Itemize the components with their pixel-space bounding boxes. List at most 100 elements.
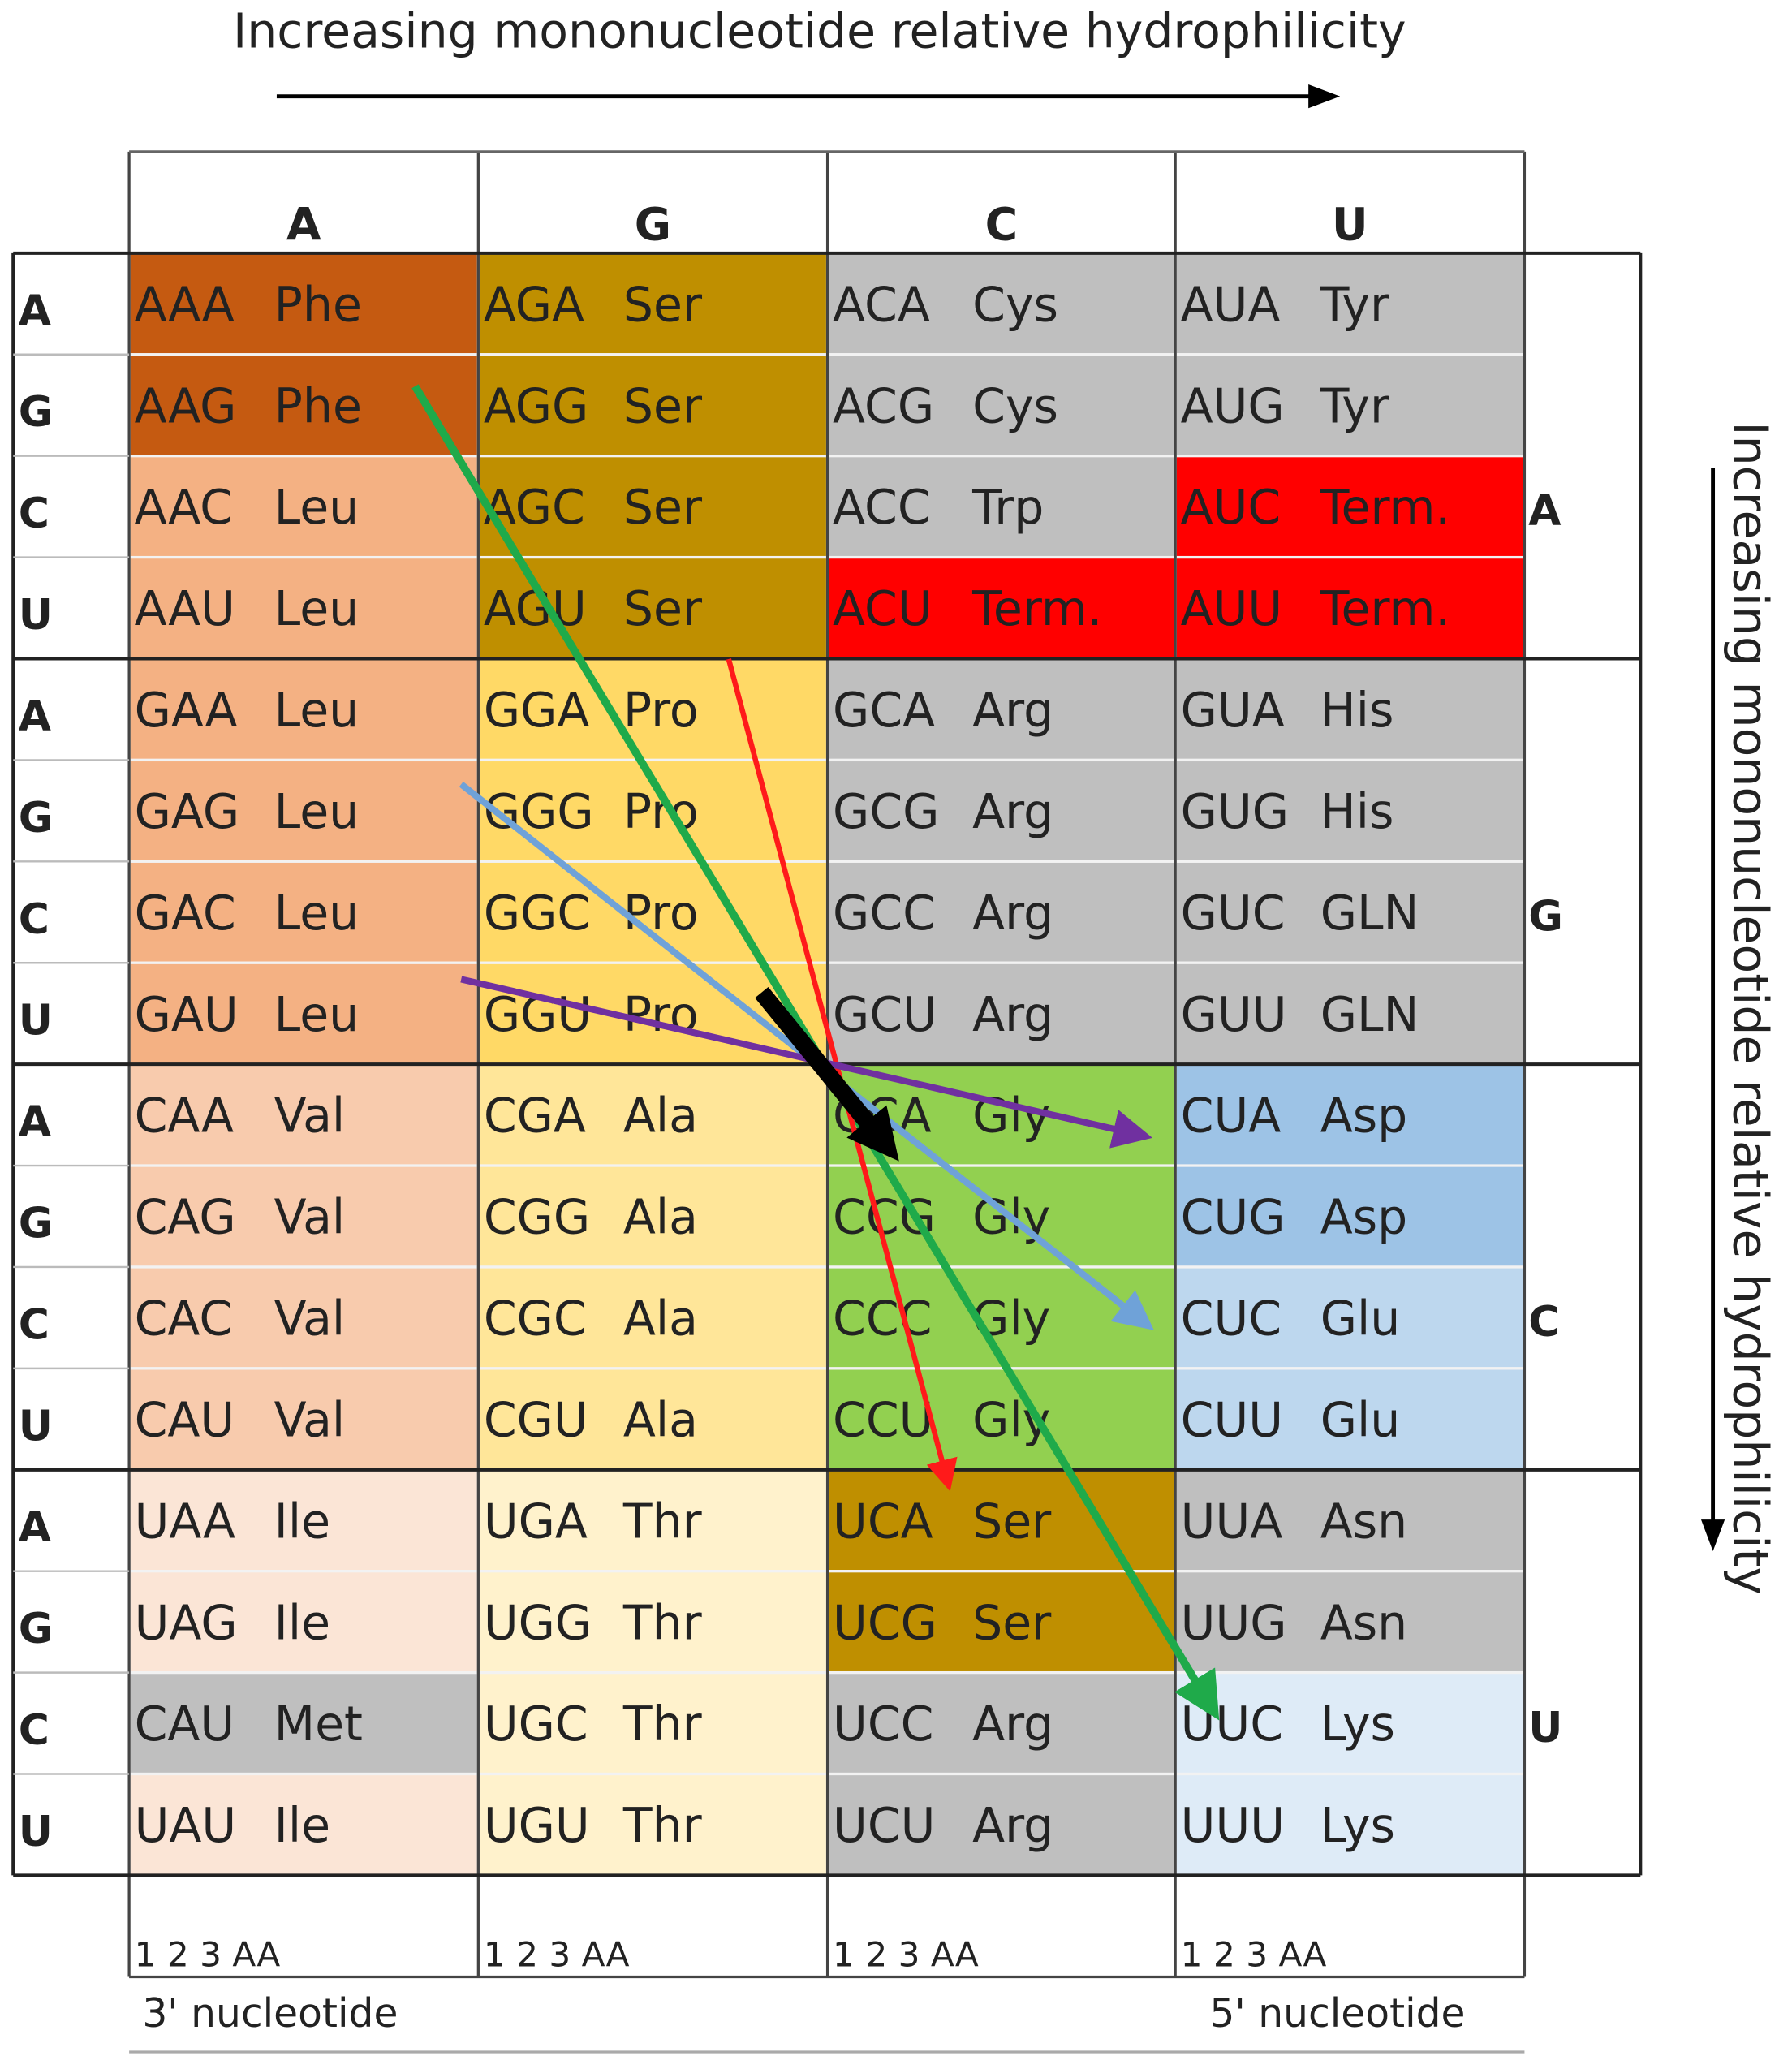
- codon: CCC: [833, 1291, 932, 1347]
- codon: GCA: [833, 683, 935, 738]
- cell: [1174, 1062, 1527, 1167]
- amino-acid: Ser: [623, 581, 703, 636]
- amino-acid: Met: [274, 1696, 363, 1752]
- amino-acid: Thr: [622, 1494, 703, 1549]
- cell: [825, 455, 1177, 559]
- amino-acid: Glu: [1320, 1392, 1401, 1447]
- amino-acid: Trp: [971, 480, 1044, 535]
- codon: AAG: [135, 378, 237, 433]
- cell: [127, 555, 480, 661]
- amino-acid: Leu: [274, 784, 360, 839]
- cell: [825, 860, 1177, 964]
- amino-acid: Ser: [623, 480, 703, 535]
- cell: [127, 1164, 480, 1269]
- arrows: [411, 384, 1220, 1721]
- footer-label: 1 2 3 AA: [484, 1934, 630, 1974]
- amino-acid: Leu: [274, 886, 360, 941]
- amino-acid: Asp: [1320, 1088, 1408, 1144]
- codon: CUA: [1181, 1088, 1282, 1144]
- amino-acid: Ala: [623, 1088, 698, 1144]
- cell: [476, 252, 829, 356]
- amino-acid: Ser: [623, 277, 703, 332]
- amino-acid: Term.: [971, 581, 1102, 636]
- footer-label: 1 2 3 AA: [135, 1934, 281, 1974]
- codon: GAC: [135, 886, 236, 941]
- codon: ACC: [833, 480, 931, 535]
- codon: UGC: [484, 1696, 588, 1752]
- codon: AUU: [1181, 581, 1283, 636]
- row-label: C: [19, 489, 50, 538]
- cell: [1174, 1367, 1527, 1472]
- codon: CAA: [135, 1088, 234, 1144]
- amino-acid: Val: [274, 1291, 346, 1347]
- codon: GAA: [135, 683, 238, 738]
- amino-acid: Ser: [972, 1595, 1052, 1650]
- codon: UGA: [484, 1494, 588, 1549]
- amino-acid: Term.: [1320, 480, 1450, 535]
- codon: CGA: [484, 1088, 586, 1144]
- codon: GGA: [484, 683, 590, 738]
- codon: GCU: [833, 987, 937, 1042]
- codon: AUG: [1181, 378, 1285, 433]
- amino-acid: Val: [274, 1088, 346, 1144]
- codon: CUC: [1181, 1291, 1282, 1347]
- codon: CGC: [484, 1291, 587, 1347]
- cell: [127, 1367, 480, 1472]
- cell: [127, 1670, 480, 1776]
- amino-acid: Phe: [274, 277, 362, 332]
- amino-acid: Arg: [972, 1696, 1053, 1752]
- cell: [1174, 555, 1527, 661]
- amino-acid: Arg: [972, 683, 1053, 738]
- cell: [476, 1367, 829, 1472]
- group-label: U: [1528, 1704, 1562, 1752]
- amino-acid: Tyr: [1320, 277, 1390, 332]
- amino-acid: Asp: [1320, 1190, 1408, 1245]
- amino-acid: Ala: [623, 1392, 698, 1447]
- cell: [476, 1468, 829, 1573]
- amino-acid: Ile: [274, 1494, 330, 1549]
- codon: CAC: [135, 1291, 233, 1347]
- amino-acid: Thr: [622, 1595, 703, 1650]
- cell: [825, 961, 1177, 1066]
- amino-acid: Val: [274, 1392, 346, 1447]
- cell: [1174, 1772, 1527, 1877]
- codon: GGG: [484, 784, 594, 839]
- amino-acid: Thr: [622, 1696, 703, 1752]
- codon: CUU: [1181, 1392, 1283, 1447]
- cell: [1174, 1570, 1527, 1675]
- row-label: G: [19, 388, 54, 437]
- row-label: C: [19, 1706, 50, 1755]
- column-header: A: [286, 200, 321, 252]
- amino-acid: Ile: [274, 1595, 330, 1650]
- row-label: A: [19, 1503, 51, 1552]
- footnote: 5' nucleotide: [1209, 1991, 1465, 2037]
- codon: CAG: [135, 1190, 236, 1245]
- codon: GUA: [1181, 683, 1285, 738]
- codon: AAC: [135, 480, 233, 535]
- amino-acid: Arg: [972, 886, 1053, 941]
- cell: [127, 353, 480, 458]
- amino-acid: Asn: [1320, 1494, 1407, 1549]
- codon: AGA: [484, 277, 584, 332]
- codon: CCU: [833, 1392, 933, 1447]
- codon: ACG: [833, 378, 934, 433]
- codon: UAA: [135, 1494, 235, 1549]
- amino-acid: Tyr: [1320, 378, 1390, 433]
- column-header: G: [635, 200, 671, 252]
- cell: [825, 657, 1177, 762]
- row-label: U: [19, 1402, 53, 1450]
- codon: GAU: [135, 987, 239, 1042]
- cell: [1174, 961, 1527, 1066]
- footer-label: 1 2 3 AA: [833, 1934, 979, 1974]
- codon: UCU: [833, 1798, 935, 1853]
- codon: UGU: [484, 1798, 590, 1853]
- row-label: G: [19, 1199, 54, 1248]
- row-label: U: [19, 997, 53, 1045]
- cell: [825, 1367, 1177, 1472]
- codon: CUG: [1181, 1190, 1286, 1245]
- footer-label: 1 2 3 AA: [1181, 1934, 1327, 1974]
- amino-acid: Lys: [1320, 1798, 1395, 1853]
- cell: [825, 1570, 1177, 1675]
- codon: UAG: [135, 1595, 238, 1650]
- amino-acid: Leu: [274, 581, 360, 636]
